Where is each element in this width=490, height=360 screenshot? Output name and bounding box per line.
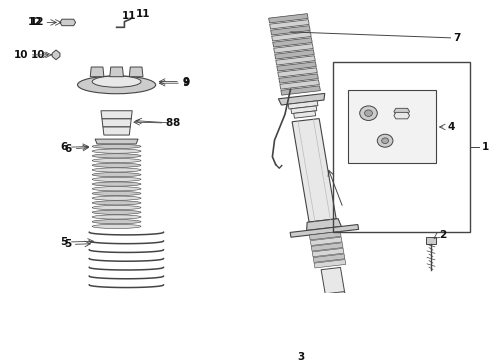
- Circle shape: [377, 134, 393, 147]
- Polygon shape: [314, 260, 346, 268]
- Circle shape: [315, 354, 321, 359]
- Polygon shape: [273, 38, 312, 47]
- Polygon shape: [310, 237, 342, 246]
- Ellipse shape: [92, 168, 141, 172]
- Polygon shape: [277, 62, 316, 71]
- Text: 2: 2: [439, 230, 446, 240]
- Polygon shape: [290, 225, 359, 237]
- Text: 12: 12: [28, 17, 43, 27]
- Polygon shape: [312, 248, 344, 257]
- Polygon shape: [394, 112, 410, 119]
- Polygon shape: [274, 44, 313, 53]
- Text: 6: 6: [65, 144, 72, 154]
- Polygon shape: [394, 108, 410, 115]
- Circle shape: [352, 335, 362, 343]
- Circle shape: [382, 138, 389, 144]
- Ellipse shape: [92, 220, 141, 224]
- Polygon shape: [346, 327, 369, 352]
- Ellipse shape: [92, 192, 141, 195]
- Ellipse shape: [92, 158, 141, 163]
- Polygon shape: [294, 111, 316, 118]
- Ellipse shape: [92, 224, 141, 229]
- Ellipse shape: [92, 154, 141, 158]
- Circle shape: [311, 351, 325, 360]
- Text: 11: 11: [136, 9, 150, 19]
- Ellipse shape: [92, 177, 141, 181]
- Ellipse shape: [92, 196, 141, 200]
- Ellipse shape: [92, 172, 141, 177]
- Text: 8: 8: [166, 118, 172, 128]
- Text: 1: 1: [482, 142, 489, 152]
- Polygon shape: [322, 312, 358, 332]
- Ellipse shape: [77, 76, 156, 94]
- Polygon shape: [426, 237, 436, 244]
- Polygon shape: [321, 267, 348, 315]
- Polygon shape: [278, 93, 325, 105]
- Text: 10: 10: [31, 50, 46, 60]
- Polygon shape: [270, 20, 309, 29]
- Polygon shape: [279, 74, 319, 83]
- Text: 7: 7: [453, 33, 461, 43]
- Polygon shape: [95, 139, 138, 144]
- Circle shape: [360, 106, 377, 121]
- Polygon shape: [110, 67, 123, 77]
- Polygon shape: [319, 330, 342, 355]
- Polygon shape: [288, 101, 318, 109]
- Polygon shape: [275, 50, 314, 59]
- Polygon shape: [52, 50, 60, 60]
- Text: 9: 9: [182, 78, 189, 88]
- Polygon shape: [60, 19, 75, 26]
- Polygon shape: [270, 26, 310, 35]
- Circle shape: [365, 110, 372, 116]
- Ellipse shape: [92, 182, 141, 186]
- Text: 4: 4: [447, 122, 455, 132]
- Polygon shape: [103, 127, 130, 135]
- Polygon shape: [307, 219, 342, 230]
- Ellipse shape: [92, 76, 141, 87]
- Circle shape: [324, 338, 334, 346]
- Text: 12: 12: [30, 17, 45, 27]
- Ellipse shape: [92, 186, 141, 191]
- Text: 10: 10: [14, 50, 29, 60]
- Polygon shape: [291, 106, 317, 114]
- Polygon shape: [313, 254, 345, 262]
- Ellipse shape: [92, 215, 141, 219]
- Ellipse shape: [92, 163, 141, 167]
- Text: 5: 5: [61, 237, 68, 247]
- Polygon shape: [325, 292, 345, 298]
- Text: 6: 6: [61, 142, 68, 152]
- Text: 5: 5: [65, 239, 72, 249]
- Text: 8: 8: [172, 118, 179, 128]
- Ellipse shape: [92, 201, 141, 205]
- Ellipse shape: [92, 144, 141, 149]
- Polygon shape: [281, 86, 320, 95]
- Polygon shape: [280, 80, 319, 89]
- Text: 11: 11: [122, 11, 136, 21]
- Bar: [348, 90, 436, 163]
- Text: 9: 9: [182, 77, 189, 87]
- Polygon shape: [269, 14, 308, 23]
- Polygon shape: [129, 67, 143, 77]
- Polygon shape: [278, 68, 318, 77]
- Polygon shape: [309, 231, 341, 240]
- Polygon shape: [292, 118, 336, 222]
- Bar: [333, 62, 470, 232]
- Text: 3: 3: [297, 352, 304, 360]
- Polygon shape: [90, 67, 104, 77]
- Polygon shape: [101, 111, 132, 119]
- Ellipse shape: [92, 206, 141, 210]
- Polygon shape: [311, 243, 343, 251]
- Polygon shape: [271, 32, 311, 41]
- Polygon shape: [276, 56, 315, 65]
- Ellipse shape: [92, 149, 141, 153]
- Polygon shape: [102, 119, 131, 127]
- Ellipse shape: [92, 210, 141, 214]
